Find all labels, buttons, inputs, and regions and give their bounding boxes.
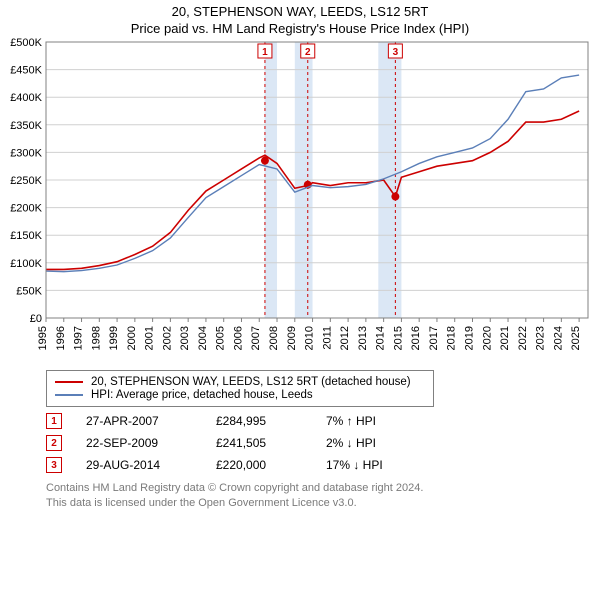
svg-text:2005: 2005 [215,326,227,350]
svg-text:1997: 1997 [73,326,85,350]
svg-text:2001: 2001 [144,326,156,350]
svg-text:£300K: £300K [10,147,42,159]
svg-text:2003: 2003 [179,326,191,350]
legend-item: 20, STEPHENSON WAY, LEEDS, LS12 5RT (det… [55,376,425,388]
legend-swatch [55,381,83,383]
svg-text:1999: 1999 [108,326,120,350]
svg-text:1996: 1996 [55,326,67,350]
event-delta: 7% ↑ HPI [326,414,446,428]
event-row: 1 27-APR-2007£284,9957% ↑ HPI [46,413,600,429]
event-price: £284,995 [216,414,326,428]
legend-swatch [55,394,83,396]
svg-text:2021: 2021 [499,326,511,350]
chart-container: 20, STEPHENSON WAY, LEEDS, LS12 5RT Pric… [0,0,600,511]
svg-text:£450K: £450K [10,65,42,77]
svg-text:£500K: £500K [10,37,42,49]
event-marker: 3 [46,457,62,473]
event-delta: 2% ↓ HPI [326,436,446,450]
svg-text:2024: 2024 [552,326,564,350]
legend-item: HPI: Average price, detached house, Leed… [55,389,425,401]
svg-text:2009: 2009 [286,326,298,350]
title-subtitle: Price paid vs. HM Land Registry's House … [0,21,600,36]
svg-text:2006: 2006 [232,326,244,350]
event-price: £241,505 [216,436,326,450]
svg-text:2023: 2023 [535,326,547,350]
svg-text:1998: 1998 [90,326,102,350]
chart: £0 £50K £100K £150K £200K £250K £300K £350K £400… [0,36,600,366]
event-delta: 17% ↓ HPI [326,458,446,472]
event-marker: 2 [46,435,62,451]
footer-line2: This data is licensed under the Open Gov… [46,496,600,511]
event-date: 27-APR-2007 [86,414,216,428]
event-date: 22-SEP-2009 [86,436,216,450]
legend-label: 20, STEPHENSON WAY, LEEDS, LS12 5RT (det… [91,376,411,388]
svg-text:2012: 2012 [339,326,351,350]
footer-line1: Contains HM Land Registry data © Crown c… [46,481,600,496]
svg-text:£50K: £50K [16,285,42,297]
svg-text:2014: 2014 [375,326,387,350]
svg-text:1995: 1995 [37,326,49,350]
svg-text:2010: 2010 [304,326,316,350]
svg-text:2020: 2020 [481,326,493,350]
legend: 20, STEPHENSON WAY, LEEDS, LS12 5RT (det… [46,370,434,407]
svg-text:1: 1 [262,47,268,58]
svg-text:2013: 2013 [357,326,369,350]
svg-text:£150K: £150K [10,230,42,242]
svg-text:2015: 2015 [392,326,404,350]
svg-text:2004: 2004 [197,326,209,350]
event-date: 29-AUG-2014 [86,458,216,472]
svg-text:£350K: £350K [10,120,42,132]
svg-text:2019: 2019 [463,326,475,350]
svg-text:2025: 2025 [570,326,582,350]
svg-text:2000: 2000 [126,326,138,350]
svg-text:2018: 2018 [446,326,458,350]
svg-text:2011: 2011 [321,326,333,350]
svg-text:2007: 2007 [250,326,262,350]
event-price: £220,000 [216,458,326,472]
svg-text:£200K: £200K [10,203,42,215]
event-row: 3 29-AUG-2014£220,00017% ↓ HPI [46,457,600,473]
svg-text:£400K: £400K [10,92,42,104]
events-table: 1 27-APR-2007£284,9957% ↑ HPI 2 22-SEP-2009… [46,413,600,473]
svg-text:2022: 2022 [517,326,529,350]
svg-text:£0: £0 [30,313,42,325]
svg-text:3: 3 [393,47,399,58]
legend-label: HPI: Average price, detached house, Leed… [91,389,313,401]
svg-text:2017: 2017 [428,326,440,350]
svg-text:2008: 2008 [268,326,280,350]
footer: Contains HM Land Registry data © Crown c… [46,481,600,511]
svg-text:£100K: £100K [10,258,42,270]
svg-text:2002: 2002 [161,326,173,350]
title-address: 20, STEPHENSON WAY, LEEDS, LS12 5RT [0,4,600,19]
event-marker: 1 [46,413,62,429]
event-row: 2 22-SEP-2009£241,5052% ↓ HPI [46,435,600,451]
titles: 20, STEPHENSON WAY, LEEDS, LS12 5RT Pric… [0,0,600,36]
line-chart-svg: £0 £50K £100K £150K £200K £250K £300K £350K £400… [0,36,600,366]
svg-text:2016: 2016 [410,326,422,350]
svg-text:£250K: £250K [10,175,42,187]
svg-text:2: 2 [305,47,311,58]
